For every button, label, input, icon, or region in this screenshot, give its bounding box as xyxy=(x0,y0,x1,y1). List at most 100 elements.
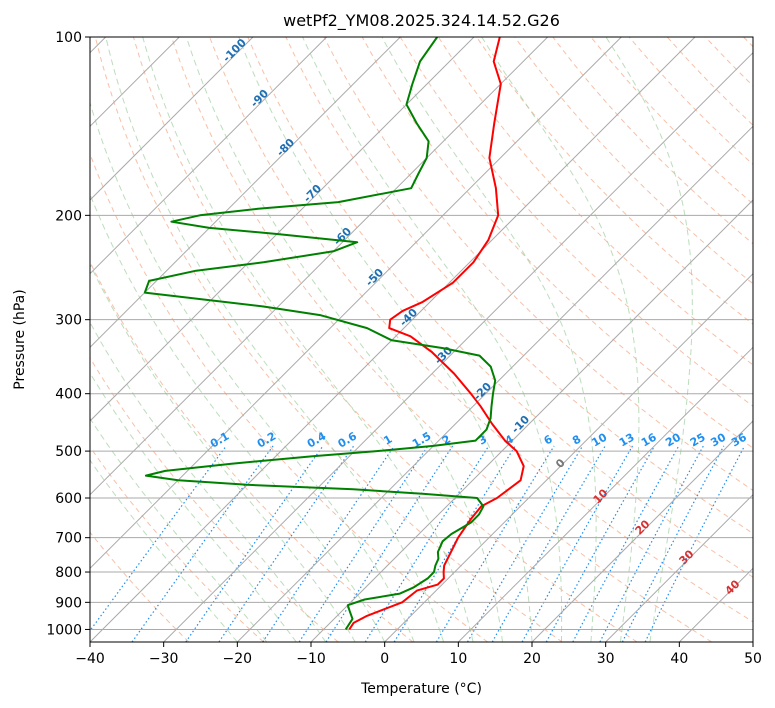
moist-adiabat xyxy=(238,37,533,642)
y-tick-label: 700 xyxy=(55,531,82,547)
mixing-ratio-line xyxy=(262,445,395,642)
y-tick-label: 600 xyxy=(55,491,82,507)
mixing-ratio-label: 0.6 xyxy=(336,429,360,450)
isotherm-line xyxy=(457,346,753,642)
background-lines xyxy=(90,37,753,642)
isotherm-line xyxy=(310,199,753,642)
dry-adiabat xyxy=(247,37,753,578)
isotherm-line xyxy=(605,493,753,642)
y-axis-label: Pressure (hPa) xyxy=(12,289,28,389)
moist-adiabat xyxy=(90,417,268,642)
mixing-ratio-line xyxy=(90,445,227,632)
x-axis-ticks: −40 −30 −20 −10 0 10 20 30 40 50 xyxy=(75,642,762,667)
mixing-ratio-label: 30 xyxy=(708,430,728,449)
mixing-ratio-line xyxy=(545,445,656,642)
mixing-ratio-line xyxy=(466,445,584,642)
dry-adiabat xyxy=(90,531,190,642)
dry-adiabat xyxy=(90,446,264,642)
moist-adiabat xyxy=(90,321,327,642)
theta-e-label: 40 xyxy=(723,577,743,597)
x-tick-label: 0 xyxy=(380,651,389,667)
dry-adiabat xyxy=(171,37,712,642)
y-tick-label: 900 xyxy=(55,595,82,611)
mixing-ratio-label: 36 xyxy=(729,430,749,449)
dry-adiabat xyxy=(94,37,563,642)
y-tick-label: 300 xyxy=(55,313,82,329)
mixing-ratio-label: 6 xyxy=(542,432,555,447)
y-axis-ticks: 100 200 300 400 500 600 700 800 900 1000 xyxy=(46,30,90,638)
mixing-ratio-line xyxy=(131,445,274,642)
isotherm-label: -70 xyxy=(301,182,324,205)
mixing-ratio-line xyxy=(621,445,725,642)
isotherm-label: -100 xyxy=(220,36,249,65)
moist-adiabat xyxy=(302,37,563,642)
profiles xyxy=(143,37,525,630)
dry-adiabat xyxy=(209,37,753,623)
dry-adiabat xyxy=(704,37,753,87)
mixing-ratio-line xyxy=(325,445,454,642)
isotherm-line xyxy=(752,641,753,642)
mixing-ratio-label: 25 xyxy=(688,431,708,450)
moist-adiabat xyxy=(481,37,640,642)
y-tick-label: 200 xyxy=(55,208,82,224)
mixing-ratio-line xyxy=(298,445,429,642)
dry-adiabat xyxy=(552,37,753,245)
x-axis-label: Temperature (°C) xyxy=(360,681,482,697)
x-tick-label: 30 xyxy=(597,651,615,667)
mixing-ratio-line xyxy=(435,445,555,642)
isotherm-line xyxy=(678,567,753,642)
moist-adiabat xyxy=(90,263,356,642)
grid-lines xyxy=(90,37,753,642)
theta-e-label: 10 xyxy=(591,486,611,506)
dry-adiabat xyxy=(437,37,753,366)
dewpoint-profile xyxy=(143,37,497,630)
mixing-ratio-labels: 0.1 0.2 0.4 0.6 1 1.5 2 3 4 6 8 10 13 16 20 25 30 36 xyxy=(208,429,749,450)
moist-adiabat xyxy=(90,459,238,642)
mixing-ratio-label: 0.2 xyxy=(255,430,278,451)
isotherm-line xyxy=(90,37,475,422)
dry-adiabat xyxy=(90,260,414,642)
theta-e-label: 30 xyxy=(677,547,697,567)
isotherm-labels: -100-90-80-70-60-50-40-30-20-10 xyxy=(220,36,532,436)
y-tick-label: 100 xyxy=(55,30,82,46)
mixing-ratio-line xyxy=(364,445,490,642)
x-tick-label: −30 xyxy=(149,651,179,667)
x-tick-label: 50 xyxy=(744,651,762,667)
moist-adiabat xyxy=(90,100,415,642)
moist-adiabat xyxy=(142,37,474,642)
isotherm-label: -80 xyxy=(274,136,297,159)
moist-adiabat xyxy=(105,37,445,642)
moist-adiabat xyxy=(185,37,503,642)
dry-adiabat xyxy=(514,37,753,285)
isotherm-line xyxy=(90,37,622,570)
x-tick-label: −10 xyxy=(296,651,326,667)
dry-adiabat xyxy=(90,152,488,642)
mixing-ratio-line xyxy=(599,445,704,642)
isotherm-line xyxy=(90,37,328,275)
x-tick-label: −20 xyxy=(223,651,253,667)
isotherm-line xyxy=(90,37,549,496)
y-tick-label: 1000 xyxy=(46,622,82,638)
dry-adiabat xyxy=(399,37,753,407)
moist-adiabat xyxy=(90,372,297,642)
mixing-ratio-label: 1 xyxy=(381,433,394,448)
dry-adiabat xyxy=(361,37,753,449)
isotherm-label: -90 xyxy=(248,87,271,110)
x-tick-label: 40 xyxy=(670,651,688,667)
isotherm-line xyxy=(90,37,401,349)
theta-e-labels: 0 10 20 30 40 xyxy=(553,456,743,598)
isotherm-label: -10 xyxy=(509,413,532,436)
isotherm-line xyxy=(163,51,753,642)
temperature-profile xyxy=(348,37,525,630)
x-tick-label: −40 xyxy=(75,651,105,667)
plot-frame xyxy=(89,36,754,643)
mixing-ratio-line xyxy=(644,445,746,642)
theta-e-label: 0 xyxy=(553,456,568,471)
isotherm-line xyxy=(531,420,753,642)
dry-adiabat xyxy=(743,37,753,48)
mixing-ratio-line xyxy=(521,445,634,642)
moist-adiabat xyxy=(605,37,693,642)
y-tick-label: 500 xyxy=(55,444,82,460)
mixing-ratio-label: 20 xyxy=(663,430,683,449)
mixing-ratio-label: 0.4 xyxy=(305,429,329,450)
